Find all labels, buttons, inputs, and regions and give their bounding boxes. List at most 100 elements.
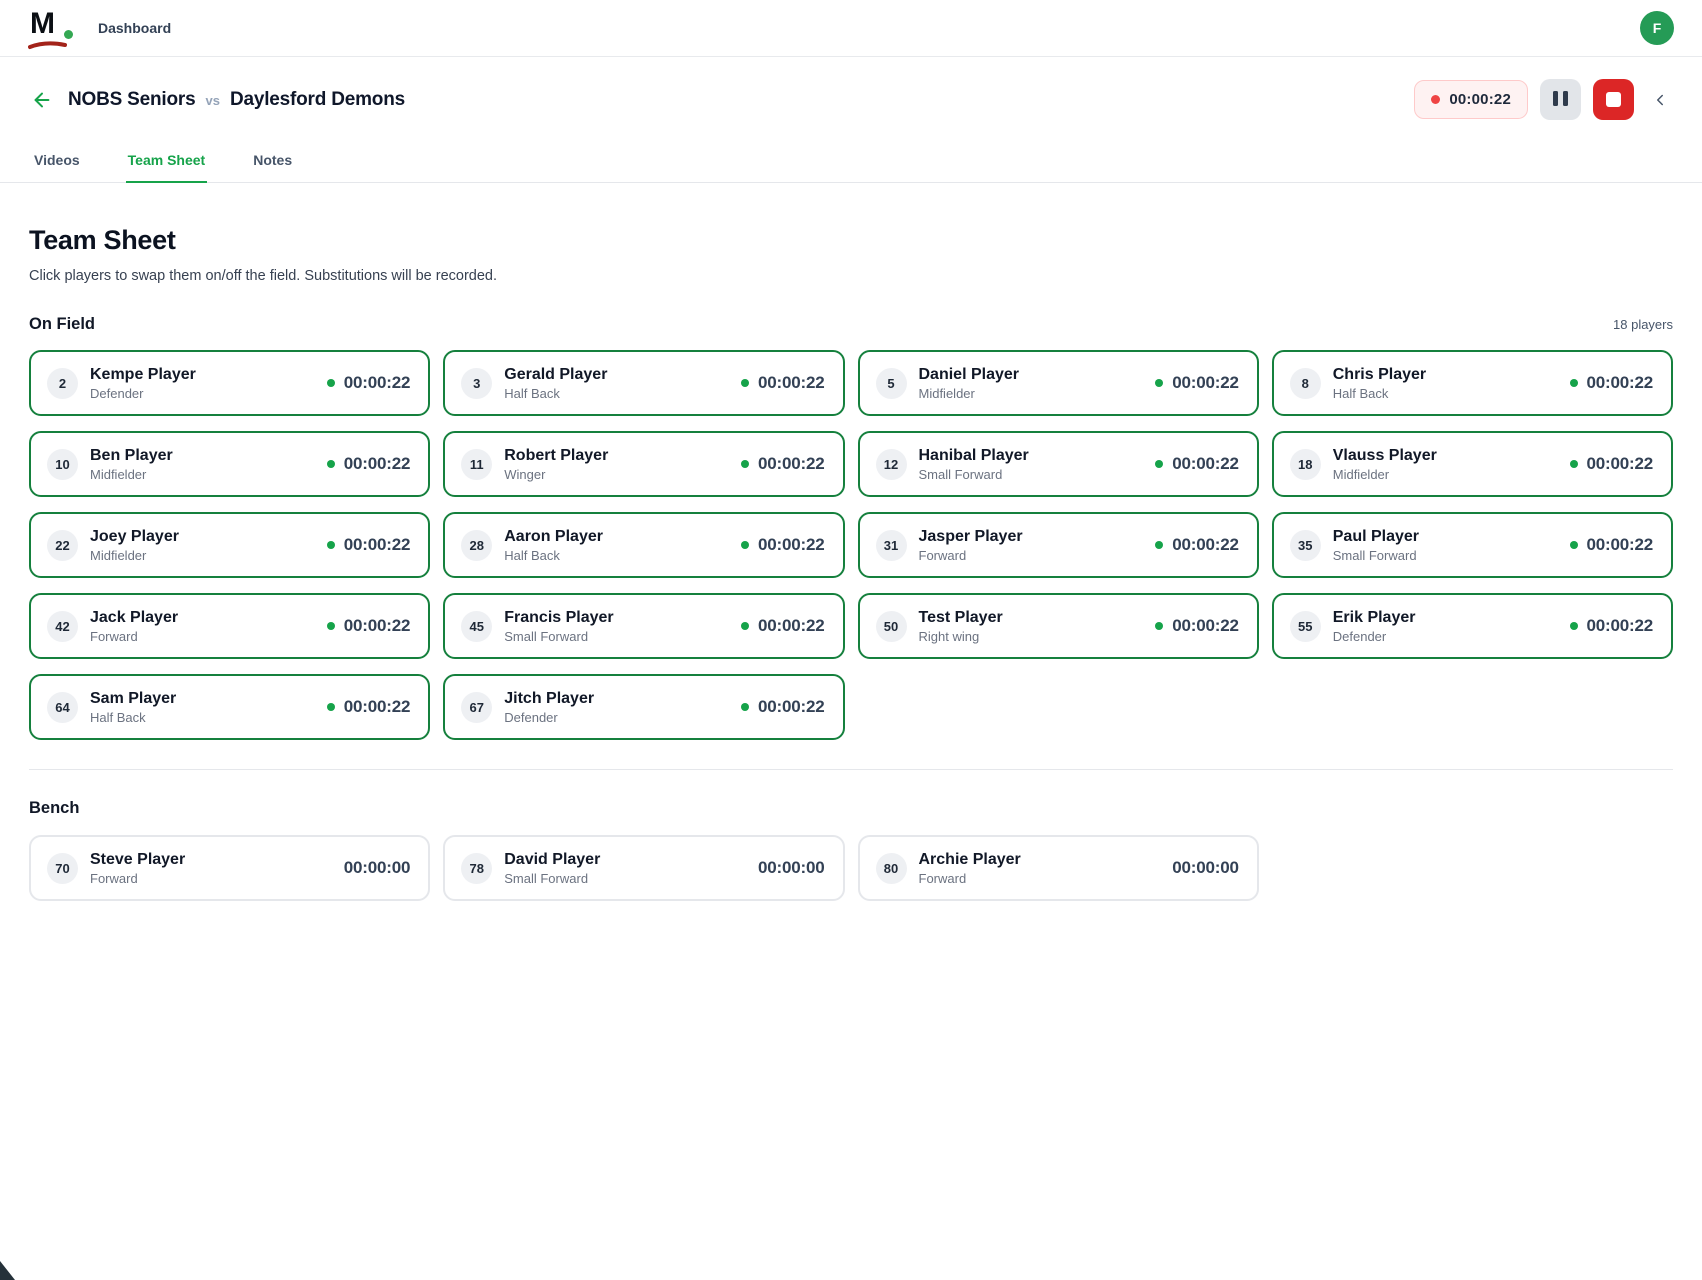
player-info: Gerald Player Half Back: [504, 365, 607, 401]
player-time-value: 00:00:22: [343, 616, 411, 635]
on-field-label: On Field: [29, 315, 95, 333]
player-name: Jitch Player: [504, 689, 595, 707]
active-status-dot-icon: [326, 703, 335, 711]
player-time: 00:00:22: [326, 373, 410, 393]
player-time: 00:00:00: [758, 858, 825, 878]
active-status-dot-icon: [741, 622, 750, 630]
player-card[interactable]: 31 Jasper Player Forward 00:00:22: [857, 512, 1259, 578]
player-position: Half Back: [1332, 386, 1389, 402]
player-time: 00:00:22: [1155, 373, 1239, 393]
recording-timer-value: 00:00:22: [1449, 91, 1511, 108]
player-number-badge: 67: [461, 691, 493, 723]
bench-grid: 70 Steve Player Forward 00:00:00 78 Davi…: [29, 835, 1673, 901]
player-name: Jack Player: [90, 608, 179, 626]
player-time: 00:00:00: [344, 858, 411, 878]
collapse-panel-button[interactable]: [1646, 86, 1674, 114]
player-position: Small Forward: [1332, 548, 1417, 564]
player-position: Small Forward: [918, 467, 1003, 483]
player-time-value: 00:00:22: [1586, 454, 1654, 473]
player-number-badge: 3: [461, 367, 493, 399]
player-time-value: 00:00:22: [1172, 616, 1239, 635]
chevron-left-icon: [1657, 94, 1663, 105]
player-info: David Player Small Forward: [504, 850, 600, 886]
player-name: Ben Player: [90, 446, 173, 464]
player-card[interactable]: 42 Jack Player Forward 00:00:22: [29, 593, 431, 659]
player-card[interactable]: 55 Erik Player Defender 00:00:22: [1271, 593, 1673, 659]
stop-button[interactable]: [1593, 79, 1634, 120]
player-card[interactable]: 3 Gerald Player Half Back 00:00:22: [443, 350, 845, 416]
player-card[interactable]: 50 Test Player Right wing 00:00:22: [857, 593, 1259, 659]
player-card[interactable]: 18 Vlauss Player Midfielder 00:00:22: [1271, 431, 1673, 497]
player-card[interactable]: 11 Robert Player Winger 00:00:22: [443, 431, 845, 497]
active-status-dot-icon: [741, 379, 750, 387]
player-number-badge: 18: [1289, 448, 1321, 480]
back-button[interactable]: [28, 86, 56, 114]
player-name: Daniel Player: [918, 365, 1020, 383]
player-time: 00:00:22: [741, 697, 825, 717]
player-info: Steve Player Forward: [90, 850, 185, 886]
player-card[interactable]: 5 Daniel Player Midfielder 00:00:22: [857, 350, 1259, 416]
player-card[interactable]: 45 Francis Player Small Forward 00:00:22: [443, 593, 845, 659]
player-time-value: 00:00:22: [758, 454, 825, 473]
player-time: 00:00:22: [326, 535, 410, 555]
on-field-section-header: On Field 18 players: [29, 315, 1673, 334]
player-card[interactable]: 12 Hanibal Player Small Forward 00:00:22: [857, 431, 1259, 497]
player-info: Aaron Player Half Back: [504, 527, 603, 563]
player-number-badge: 12: [875, 448, 907, 480]
tab-team-sheet[interactable]: Team Sheet: [125, 146, 208, 183]
player-time: 00:00:22: [1569, 616, 1653, 636]
pause-button[interactable]: [1540, 79, 1581, 120]
player-position: Forward: [90, 629, 138, 645]
player-name: Aaron Player: [504, 527, 603, 545]
active-status-dot-icon: [326, 622, 335, 630]
player-position: Forward: [918, 871, 967, 887]
active-status-dot-icon: [1155, 541, 1164, 549]
player-card[interactable]: 70 Steve Player Forward 00:00:00: [29, 835, 431, 901]
bench-divider: [29, 769, 1673, 770]
home-team-name: NOBS Seniors: [68, 88, 196, 110]
logo-letter: M: [30, 7, 55, 40]
player-number-badge: 11: [461, 448, 493, 480]
player-position: Half Back: [504, 548, 560, 564]
player-card[interactable]: 80 Archie Player Forward 00:00:00: [857, 835, 1259, 901]
player-card[interactable]: 2 Kempe Player Defender 00:00:22: [29, 350, 431, 416]
player-card[interactable]: 22 Joey Player Midfielder 00:00:22: [29, 512, 431, 578]
player-number-badge: 78: [461, 852, 493, 884]
player-position: Winger: [504, 467, 546, 483]
active-status-dot-icon: [1155, 460, 1164, 468]
player-card[interactable]: 8 Chris Player Half Back 00:00:22: [1271, 350, 1673, 416]
player-time: 00:00:22: [741, 373, 825, 393]
player-time-value: 00:00:22: [758, 616, 825, 635]
player-number-badge: 10: [47, 448, 78, 480]
player-time: 00:00:22: [741, 454, 825, 474]
player-card[interactable]: 10 Ben Player Midfielder 00:00:22: [29, 431, 431, 497]
player-card[interactable]: 78 David Player Small Forward 00:00:00: [443, 835, 845, 901]
active-status-dot-icon: [1155, 379, 1164, 387]
tab-videos[interactable]: Videos: [32, 146, 82, 183]
player-card[interactable]: 67 Jitch Player Defender 00:00:22: [443, 674, 845, 740]
player-card[interactable]: 35 Paul Player Small Forward 00:00:22: [1271, 512, 1673, 578]
player-number-badge: 42: [47, 610, 78, 642]
player-name: David Player: [504, 850, 601, 868]
vs-label: vs: [205, 92, 220, 108]
arrow-left-icon: [34, 92, 50, 107]
active-status-dot-icon: [1155, 622, 1164, 630]
player-time-value: 00:00:22: [1586, 535, 1654, 554]
player-time: 00:00:22: [741, 616, 825, 636]
player-number-badge: 70: [47, 852, 78, 884]
breadcrumb-dashboard[interactable]: Dashboard: [98, 20, 172, 36]
active-status-dot-icon: [1569, 541, 1578, 549]
player-info: Francis Player Small Forward: [504, 608, 613, 644]
player-name: Francis Player: [504, 608, 614, 626]
tab-notes[interactable]: Notes: [251, 146, 294, 183]
player-info: Daniel Player Midfielder: [919, 365, 1020, 401]
player-name: Sam Player: [90, 689, 177, 707]
user-avatar[interactable]: F: [1640, 11, 1674, 45]
player-name: Jasper Player: [918, 527, 1023, 545]
player-card[interactable]: 64 Sam Player Half Back 00:00:22: [29, 674, 431, 740]
player-card[interactable]: 28 Aaron Player Half Back 00:00:22: [443, 512, 845, 578]
stop-icon: [1606, 92, 1621, 107]
player-position: Defender: [504, 710, 558, 726]
players-count: 18 players: [1613, 317, 1673, 332]
player-name: Erik Player: [1332, 608, 1416, 626]
